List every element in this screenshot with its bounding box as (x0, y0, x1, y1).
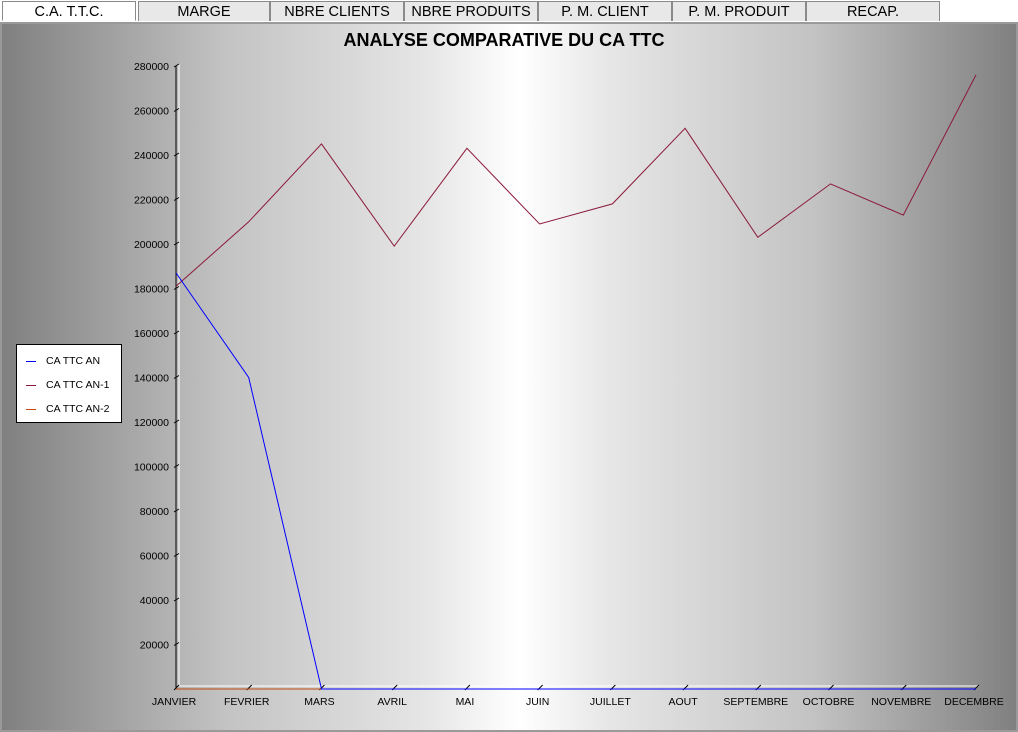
y-tick (173, 63, 180, 68)
chart-legend: CA TTC AN CA TTC AN-1 CA TTC AN-2 (16, 344, 122, 423)
series-line (175, 272, 976, 690)
y-tick-label: 40000 (140, 595, 169, 607)
x-tick-label: DECEMBRE (944, 696, 1004, 708)
legend-swatch (26, 361, 36, 362)
tab-pm-produit[interactable]: P. M. PRODUIT (672, 1, 806, 21)
x-tick-label: JANVIER (152, 696, 197, 708)
y-tick (173, 241, 180, 246)
x-tick (173, 684, 180, 691)
y-tick-label: 20000 (140, 640, 169, 652)
y-tick (173, 108, 180, 112)
y-tick-label: 220000 (134, 195, 169, 207)
y-tick (173, 375, 180, 379)
x-tick-label: FEVRIER (224, 696, 270, 708)
tab-recap[interactable]: RECAP. (806, 1, 940, 21)
legend-item: CA TTC AN-1 (26, 378, 121, 392)
y-tick-label: 100000 (134, 462, 169, 474)
y-tick (173, 508, 180, 513)
x-tick-label: NOVEMBRE (871, 696, 931, 708)
y-tick (173, 197, 180, 201)
legend-label: CA TTC AN (46, 355, 101, 367)
chart-title: ANALYSE COMPARATIVE DU CA TTC (343, 30, 664, 50)
y-tick-label: 80000 (140, 506, 169, 518)
legend-label: CA TTC AN-1 (46, 379, 110, 391)
y-tick-label: 140000 (134, 373, 169, 385)
y-tick (173, 286, 180, 290)
x-tick-label: AOUT (669, 696, 699, 708)
tab-pm-client[interactable]: P. M. CLIENT (538, 1, 672, 21)
y-tick (173, 597, 180, 602)
y-tick (173, 464, 180, 468)
chart-ticks: 20000 40000 60000 80000 100000 120000 140000 16… (134, 61, 1004, 708)
chart-series (175, 74, 977, 690)
chart-area (0, 22, 1018, 732)
y-tick-label: 60000 (140, 551, 169, 563)
x-tick-label: AVRIL (377, 696, 407, 708)
y-tick (173, 642, 180, 646)
x-tick-label: MARS (304, 696, 334, 708)
y-tick-label: 160000 (134, 328, 169, 340)
y-tick (173, 553, 180, 557)
legend-swatch (26, 385, 36, 386)
legend-item: CA TTC AN (26, 354, 121, 368)
y-tick-label: 280000 (134, 61, 169, 73)
y-tick-label: 260000 (134, 106, 169, 118)
legend-swatch (26, 409, 36, 410)
y-tick-label: 200000 (134, 239, 169, 251)
tab-marge[interactable]: MARGE (138, 1, 270, 21)
x-tick-label: MAI (456, 696, 475, 708)
legend-label: CA TTC AN-2 (46, 403, 110, 415)
x-tick-label: SEPTEMBRE (723, 696, 788, 708)
series-line (175, 74, 977, 287)
legend-item: CA TTC AN-2 (26, 402, 121, 416)
y-tick-label: 120000 (134, 417, 169, 429)
y-tick (173, 419, 180, 424)
x-tick-label: JUIN (526, 696, 549, 708)
y-tick-label: 240000 (134, 150, 169, 162)
tab-nbre-clients[interactable]: NBRE CLIENTS (270, 1, 404, 21)
y-tick-label: 180000 (134, 284, 169, 296)
tab-nbre-produits[interactable]: NBRE PRODUITS (404, 1, 538, 21)
y-tick (173, 330, 180, 335)
tab-ca-ttc[interactable]: C.A. T.T.C. (2, 1, 136, 21)
chart-axes (175, 64, 979, 690)
y-tick (173, 152, 180, 157)
x-tick-label: JUILLET (590, 696, 631, 708)
chart-tab-bar: C.A. T.T.C. MARGE NBRE CLIENTS NBRE PROD… (0, 0, 1018, 22)
x-tick-label: OCTOBRE (803, 696, 855, 708)
